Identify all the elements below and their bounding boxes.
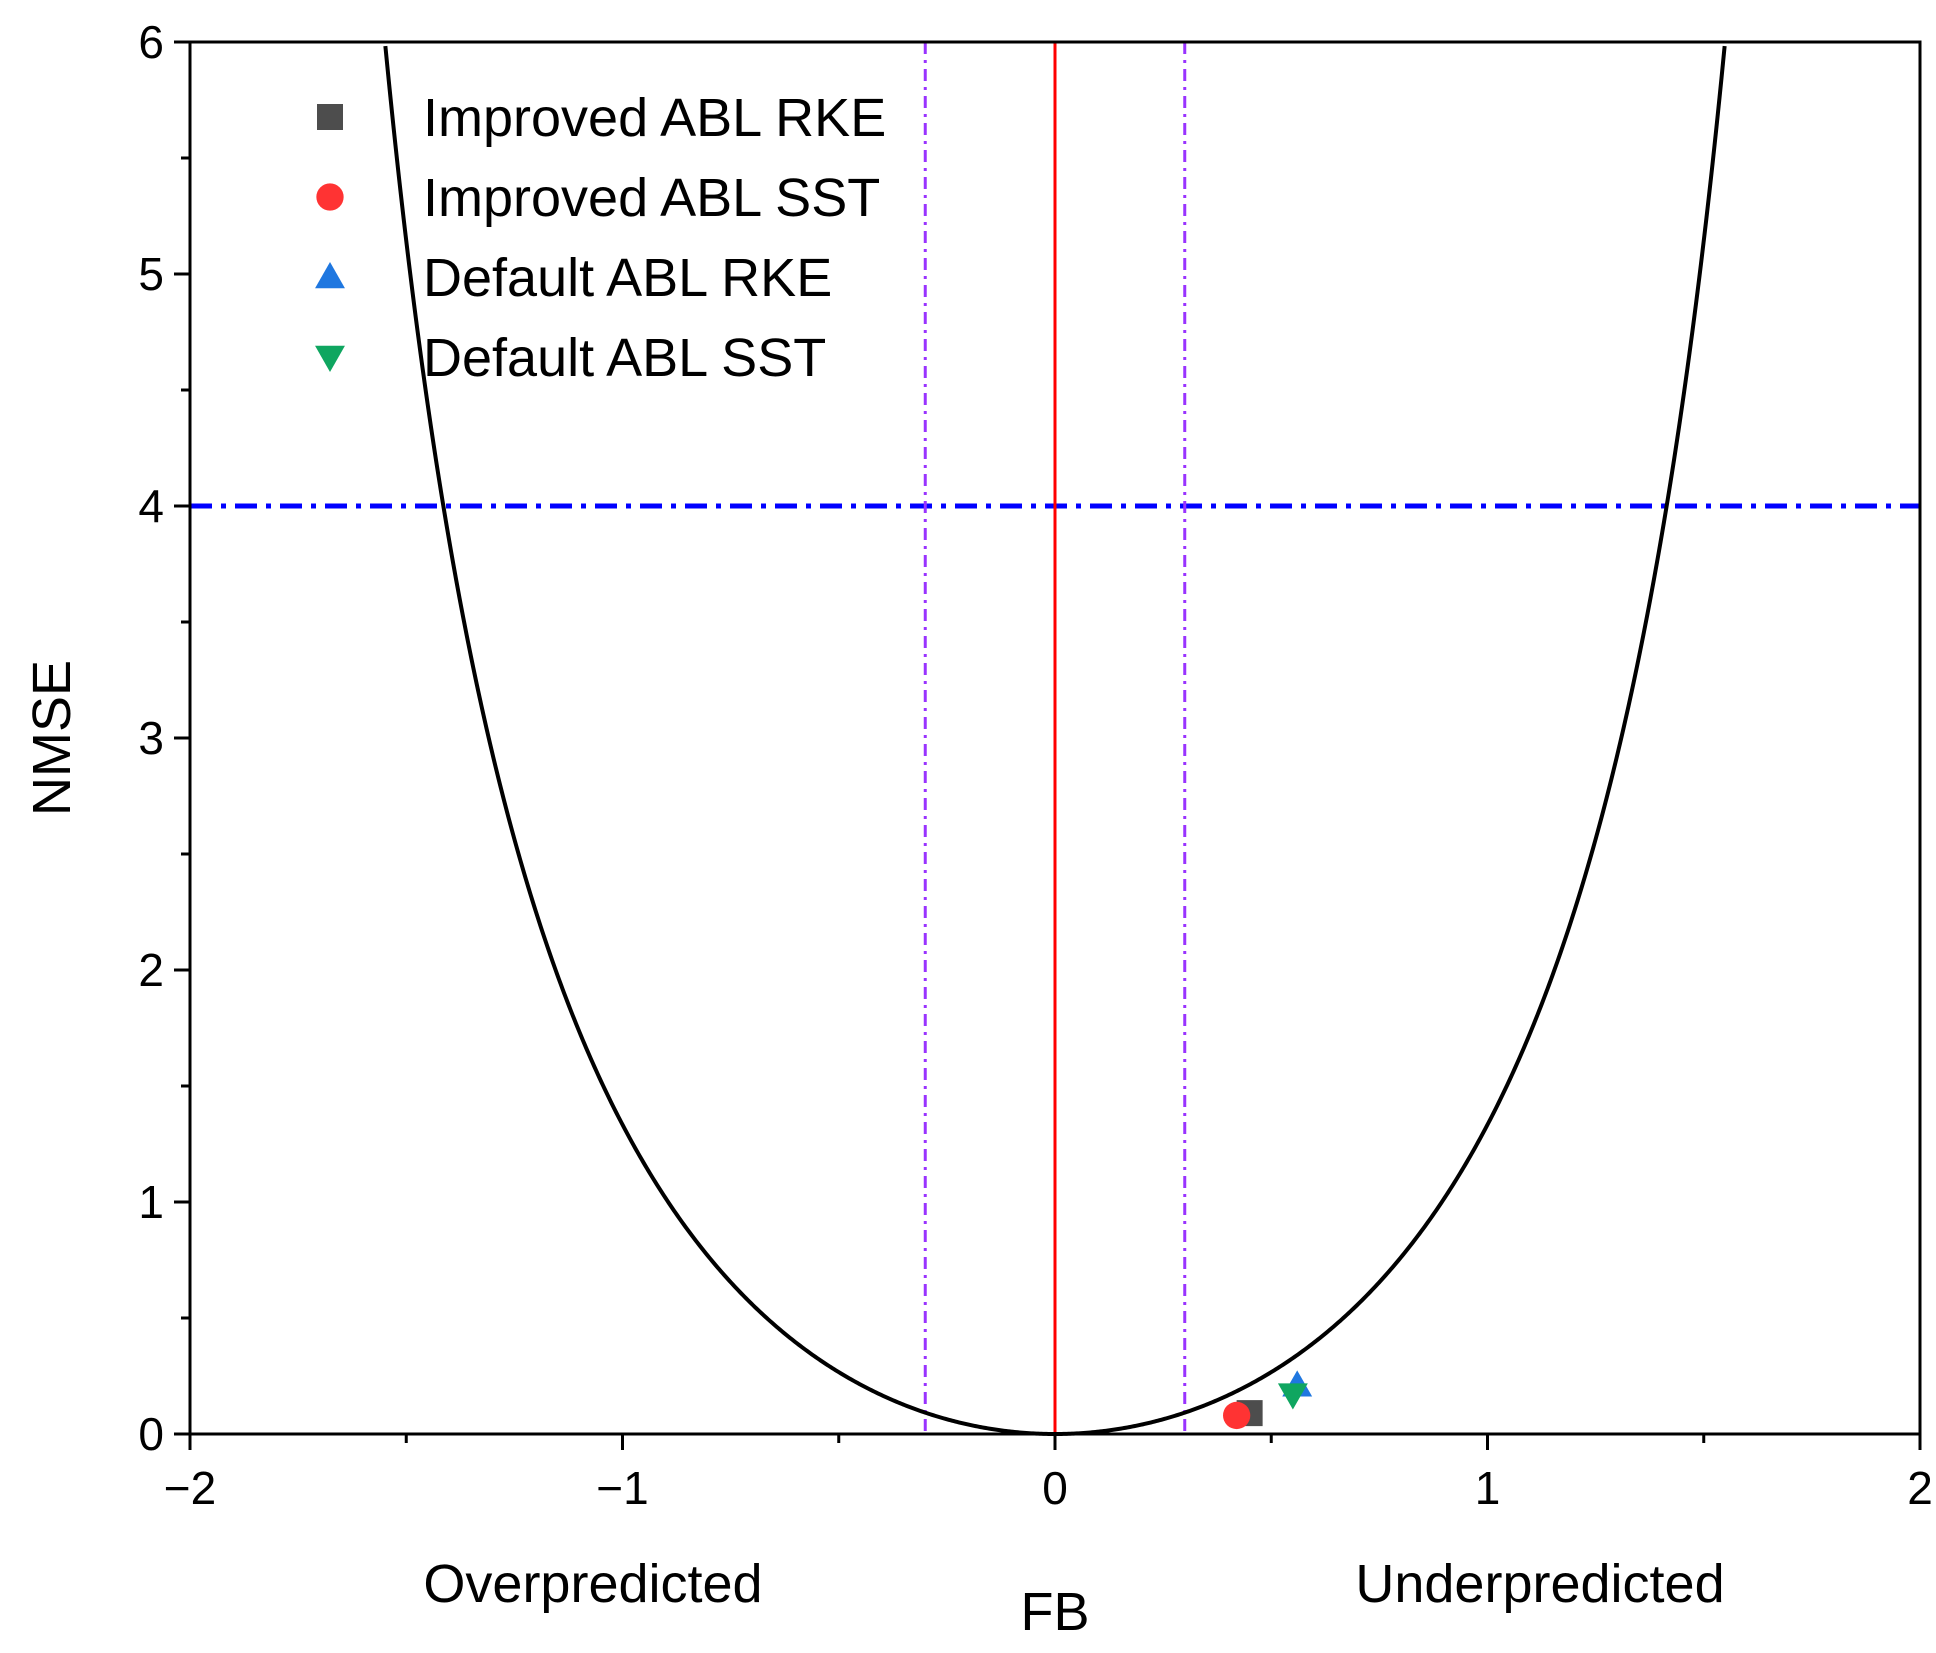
legend-label: Improved ABL SST bbox=[423, 168, 880, 228]
y-tick-label: 3 bbox=[138, 712, 164, 764]
legend: Improved ABL RKE Improved ABL SST Default … bbox=[315, 88, 886, 388]
point-improved-abl-sst bbox=[1223, 1401, 1251, 1430]
x-axis-label: FB bbox=[1020, 1582, 1089, 1642]
legend-label: Default ABL SST bbox=[423, 328, 826, 388]
legend-marker bbox=[315, 262, 345, 289]
data-points bbox=[1223, 1370, 1313, 1430]
y-tick-label: 5 bbox=[138, 248, 164, 300]
point-default-abl-sst bbox=[1277, 1383, 1308, 1410]
y-tick-label: 4 bbox=[138, 480, 164, 532]
x-tick-label: −2 bbox=[164, 1462, 216, 1514]
legend-label: Improved ABL RKE bbox=[423, 88, 886, 148]
x-tick-label: 1 bbox=[1475, 1462, 1501, 1514]
y-tick-label: 2 bbox=[138, 944, 164, 996]
y-tick-label: 6 bbox=[138, 16, 164, 68]
axis-ticks: −2 −1 0 1 2 0 1 2 3 4 5 6 bbox=[138, 16, 1932, 1514]
underpredicted-label: Underpredicted bbox=[1355, 1554, 1724, 1614]
reference-lines bbox=[190, 42, 1920, 1434]
overpredicted-label: Overpredicted bbox=[423, 1554, 762, 1614]
x-tick-label: 0 bbox=[1042, 1462, 1068, 1514]
legend-marker bbox=[316, 183, 344, 211]
y-tick-label: 0 bbox=[138, 1408, 164, 1460]
y-tick-label: 1 bbox=[138, 1176, 164, 1228]
y-axis-label: NMSE bbox=[22, 660, 82, 816]
x-tick-label: −1 bbox=[596, 1462, 648, 1514]
legend-label: Default ABL RKE bbox=[423, 248, 832, 308]
legend-marker bbox=[315, 345, 345, 372]
x-tick-label: 2 bbox=[1907, 1462, 1933, 1514]
legend-marker bbox=[317, 104, 343, 130]
